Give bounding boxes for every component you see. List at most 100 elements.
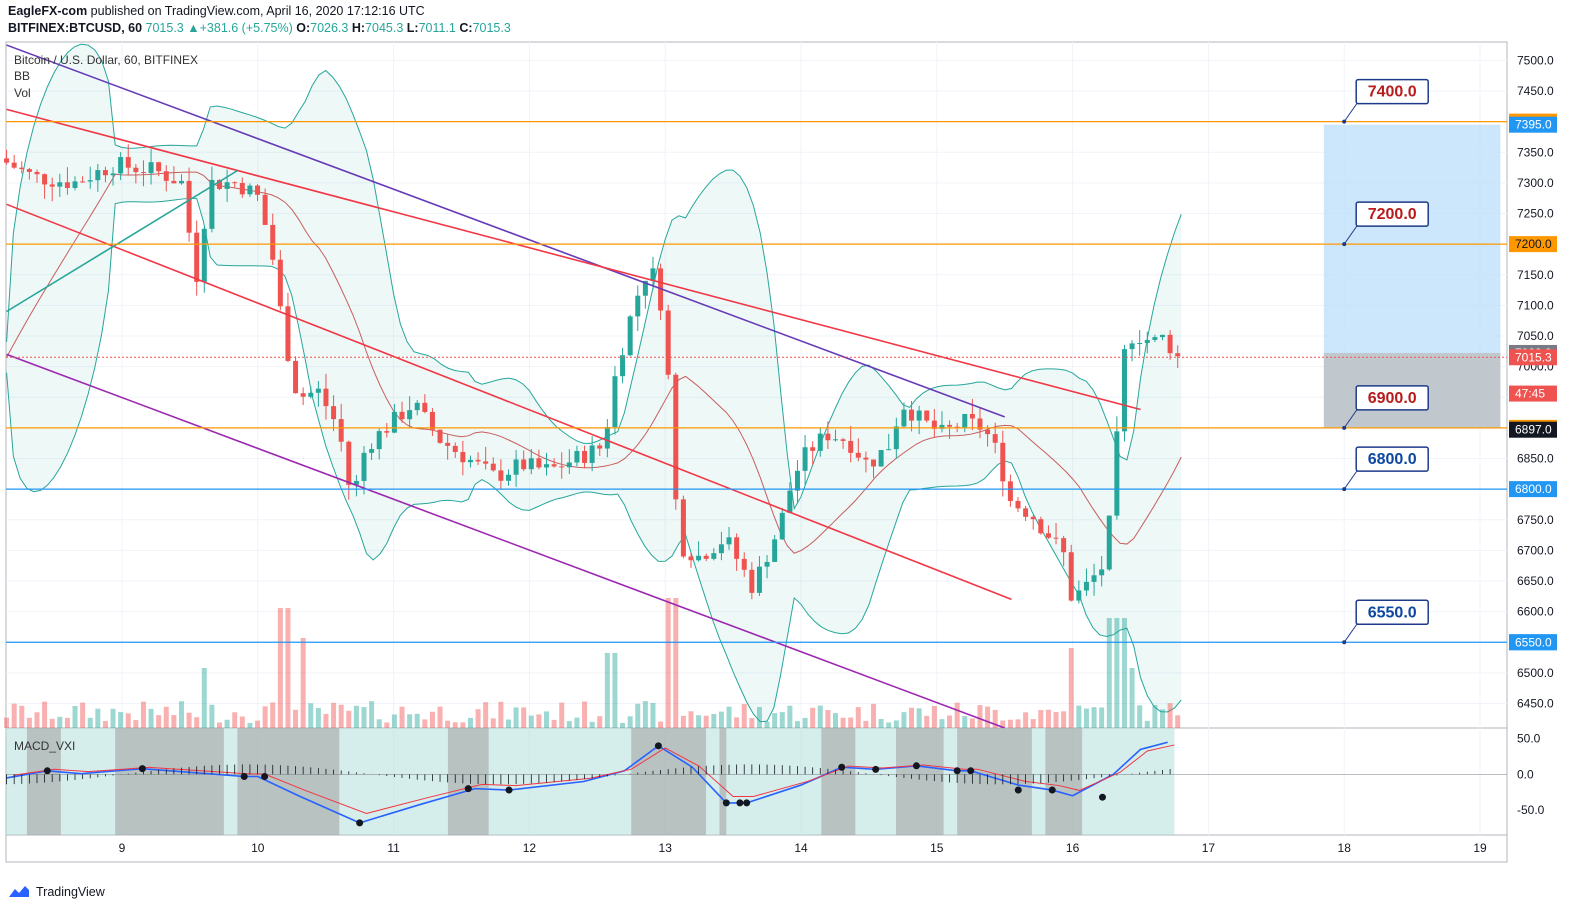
candle-body (977, 418, 983, 430)
candle-body (467, 459, 473, 463)
volume-bar (87, 717, 93, 728)
time-tick-label: 11 (387, 841, 400, 855)
volume-bar (931, 706, 937, 728)
volume-bar (437, 706, 443, 728)
callout-leader (1343, 223, 1359, 245)
candle-body (323, 388, 329, 407)
candle-body (673, 374, 679, 500)
price-tick-label: 7500.0 (1517, 53, 1554, 67)
series-title[interactable]: Bitcoin / U.S. Dollar, 60, BITFINEX (14, 53, 199, 67)
volume-bar (886, 722, 892, 728)
macd-cross-dot (654, 742, 662, 750)
candle-body (848, 440, 854, 453)
candle-body (711, 553, 717, 559)
price-tick-label: 6850.0 (1517, 452, 1554, 466)
volume-bar (665, 598, 671, 728)
candle-body (931, 420, 937, 429)
callout-anchor (1342, 119, 1347, 124)
axis-level-text: 7200.0 (1515, 237, 1552, 251)
candle-body (133, 167, 139, 173)
candle-body (26, 169, 32, 172)
candle-body (1076, 590, 1082, 601)
candle-body (338, 419, 344, 442)
price-tick-label: 7150.0 (1517, 268, 1554, 282)
volume-bar (308, 703, 314, 728)
candle-body (285, 306, 291, 361)
candle-body (1121, 349, 1127, 432)
axis-price-tag (1509, 385, 1557, 402)
candle-body (871, 459, 877, 467)
macd-cross-dot (967, 767, 975, 775)
callout-leader (1343, 407, 1359, 429)
candle-body (551, 464, 557, 467)
candle-body (886, 449, 892, 451)
tradingview-footer[interactable]: TradingView (8, 885, 105, 899)
price-tick-label: 7300.0 (1517, 176, 1554, 190)
volume-bar (977, 705, 983, 728)
candles (4, 144, 1181, 604)
volume-bar (726, 706, 732, 728)
axis-price-text: 7015.3 (1515, 350, 1552, 364)
volume-bar (840, 717, 846, 728)
volume-bar (878, 718, 884, 728)
macd-cross-dot (356, 819, 364, 827)
volume-bar (148, 708, 154, 728)
bb-legend[interactable]: BB (14, 69, 31, 83)
candle-body (95, 170, 101, 181)
volume-bar (194, 717, 200, 728)
volume-bar (64, 717, 70, 728)
time-tick-label: 9 (119, 841, 126, 855)
candle-body (1114, 431, 1120, 516)
volume-bar (1083, 708, 1089, 728)
volume-bar (521, 707, 527, 728)
candle-body (726, 537, 732, 545)
volume-bar (620, 722, 626, 728)
candle-body (483, 461, 489, 464)
candle-body (270, 224, 276, 260)
time-tick-label: 13 (659, 841, 673, 855)
volume-bar (110, 708, 116, 728)
volume-bar (217, 722, 223, 728)
candle-body (1068, 552, 1074, 601)
candle-body (916, 410, 922, 421)
volume-bar (399, 706, 405, 728)
candle-body (498, 470, 504, 481)
volume-bar (338, 704, 344, 728)
macd-cross-dot (43, 767, 51, 775)
time-tick-label: 17 (1202, 841, 1216, 855)
candle-body (57, 182, 63, 187)
macd-cross-dot (1014, 786, 1022, 794)
candle-body (1152, 337, 1158, 340)
candle-body (741, 558, 747, 570)
volume-bar (787, 705, 793, 728)
last-price: 7015.3 (145, 21, 184, 35)
candle-body (1129, 343, 1135, 350)
macd-line (6, 741, 1168, 824)
candle-body (544, 464, 550, 468)
volume-bar (384, 722, 390, 728)
volume-bar (1152, 705, 1158, 728)
volume-bar (422, 719, 428, 728)
candle-body (1000, 442, 1006, 482)
candle-body (505, 474, 511, 481)
publisher-name[interactable]: EagleFX-com (8, 4, 88, 18)
callout-anchor (1342, 640, 1347, 645)
volume-bar (34, 712, 40, 728)
volume-bar (19, 705, 25, 728)
volume-bar (133, 720, 139, 728)
time-tick-label: 16 (1066, 841, 1080, 855)
vol-legend[interactable]: Vol (14, 86, 31, 100)
volume-bar (346, 710, 352, 728)
volume-bar (1015, 719, 1021, 728)
volume-bar (209, 704, 215, 728)
macd-legend[interactable]: MACD_VXI (14, 739, 76, 753)
candle-body (802, 447, 808, 471)
volume-bar (612, 653, 618, 728)
volume-bar (711, 713, 717, 728)
candle-body (612, 376, 618, 428)
candle-body (893, 426, 899, 450)
candle-body (1137, 342, 1143, 344)
macd-shade (821, 728, 856, 835)
volume-bar (407, 714, 413, 728)
